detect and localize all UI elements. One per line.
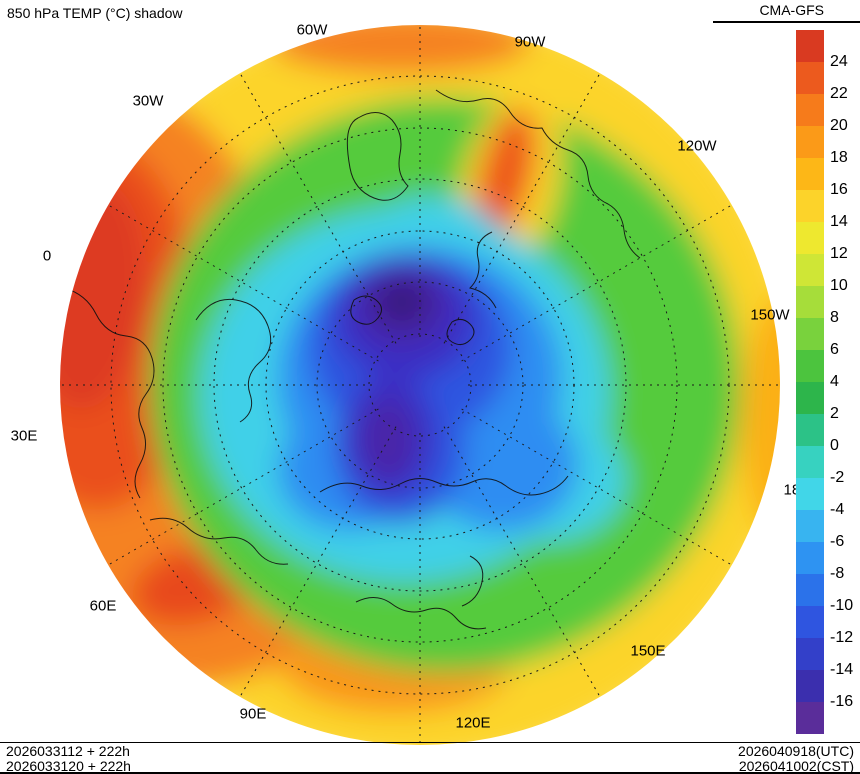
meridian-label-120w: 120W: [677, 137, 717, 155]
colorbar-tick-label: -12: [830, 629, 854, 646]
meridian-label-150w: 150W: [750, 306, 790, 324]
colorbar-segment: [796, 318, 824, 350]
colorbar-segment: [796, 670, 824, 702]
graticule-meridians: [60, 25, 780, 745]
colorbar-tick-label: -6: [830, 533, 845, 550]
colorbar-tick-label: 10: [830, 277, 848, 294]
temperature-field: [60, 25, 780, 745]
colorbar: 24 22 20 18 16 14 12 10 8 6 4 2 0 -2 -4 -6 -8 -10 -12 -14 -1…: [796, 30, 860, 734]
colorbar-tick-label: 20: [830, 117, 848, 134]
colorbar-tick-label: 18: [830, 149, 848, 166]
colorbar-tick-label: 6: [830, 341, 839, 358]
meridian-label-90w: 90W: [514, 33, 546, 51]
colorbar-tick-label: -8: [830, 565, 845, 582]
colorbar-tick-label: -2: [830, 469, 845, 486]
colorbar-segment: [796, 478, 824, 510]
colorbar-segment: [796, 62, 824, 94]
meridian-label-30w: 30W: [132, 92, 164, 110]
footer: 2026033112 + 222h 2026033120 + 222h 2026…: [0, 742, 860, 774]
colorbar-ticks: 24 22 20 18 16 14 12 10 8 6 4 2 0 -2 -4 -6 -8 -10 -12 -14 -1…: [796, 30, 860, 734]
colorbar-segment: [796, 446, 824, 478]
colorbar-segment: [796, 30, 824, 62]
colorbar-segment: [796, 574, 824, 606]
init-time-cst: 2026033120 + 222h: [6, 758, 131, 774]
colorbar-tick-label: 24: [830, 53, 848, 70]
colorbar-segment: [796, 606, 824, 638]
page-title: 850 hPa TEMP (°C) shadow: [7, 5, 183, 21]
meridian-label-90e: 90E: [239, 705, 267, 723]
colorbar-segment: [796, 414, 824, 446]
valid-time-utc: 2026040918(UTC): [738, 743, 854, 759]
colorbar-segment: [796, 286, 824, 318]
coastlines: [63, 89, 641, 630]
colorbar-segment: [796, 510, 824, 542]
colorbar-tick-label: -16: [830, 693, 854, 710]
meridian-label-30e: 30E: [10, 427, 38, 445]
colorbar-segment: [796, 254, 824, 286]
colorbar-tick-label: -14: [830, 661, 854, 678]
meridian-label-120e: 120E: [455, 714, 491, 732]
footer-valid-times: 2026040918(UTC) 2026041002(CST): [738, 744, 854, 774]
colorbar-segment: [796, 382, 824, 414]
colorbar-segments: [796, 30, 824, 734]
colorbar-segment: [796, 542, 824, 574]
colorbar-tick-label: 12: [830, 245, 848, 262]
footer-init-times: 2026033112 + 222h 2026033120 + 222h: [6, 744, 131, 774]
colorbar-tick-label: -10: [830, 597, 854, 614]
colorbar-tick-label: -4: [830, 501, 845, 518]
meridian-label-60w: 60W: [296, 21, 328, 39]
init-time-utc: 2026033112 + 222h: [6, 743, 130, 759]
colorbar-segment: [796, 350, 824, 382]
colorbar-tick-label: 8: [830, 309, 839, 326]
colorbar-tick-label: 2: [830, 405, 839, 422]
meridian-label-0: 0: [42, 247, 52, 265]
colorbar-tick-label: 16: [830, 181, 848, 198]
colorbar-tick-label: 14: [830, 213, 848, 230]
colorbar-tick-label: 22: [830, 85, 848, 102]
colorbar-tick-label: 4: [830, 373, 839, 390]
colorbar-segment: [796, 702, 824, 734]
model-label: CMA-GFS: [713, 2, 860, 23]
colorbar-segment: [796, 126, 824, 158]
colorbar-segment: [796, 638, 824, 670]
colorbar-segment: [796, 158, 824, 190]
colorbar-tick-label: 0: [830, 437, 839, 454]
colorbar-segment: [796, 190, 824, 222]
valid-time-cst: 2026041002(CST): [738, 758, 854, 774]
meridian-label-150e: 150E: [630, 642, 666, 660]
colorbar-segment: [796, 94, 824, 126]
meridian-label-60e: 60E: [89, 597, 117, 615]
colorbar-segment: [796, 222, 824, 254]
